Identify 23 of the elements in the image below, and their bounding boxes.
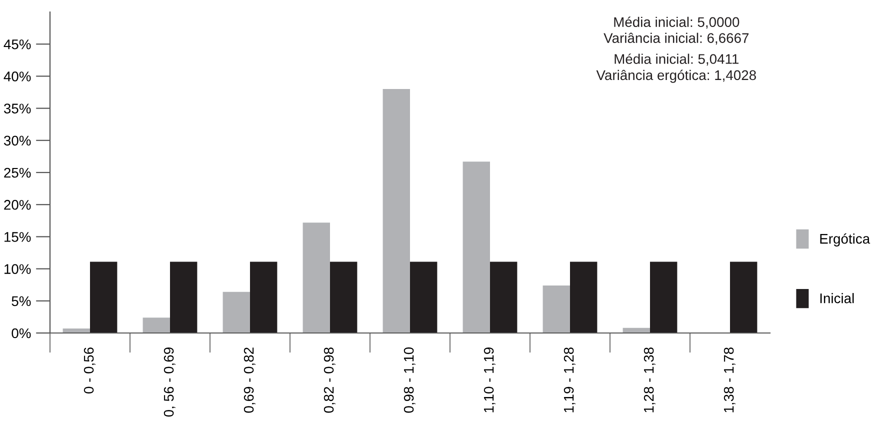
annotation: Média inicial: 5,0000 Variância inicial: 6,6667 xyxy=(604,16,749,45)
y-tick-label: 10% xyxy=(4,264,31,274)
x-tick-label: 1,28 - 1,38 xyxy=(644,347,656,412)
x-tick-label: 0,98 - 1,10 xyxy=(404,347,416,413)
x-tick-label: 0,82 - 0,98 xyxy=(324,347,336,413)
x-tick-label: 0,69 - 0,82 xyxy=(244,348,256,413)
y-tick-label: 15% xyxy=(4,232,31,242)
x-tick-label: 1,38 - 1,78 xyxy=(724,347,736,412)
legend-label: Inicial xyxy=(820,293,854,304)
y-tick-label: 5% xyxy=(12,296,31,306)
y-tick-label: 25% xyxy=(4,168,31,178)
y-tick-label: 20% xyxy=(4,200,31,210)
y-tick-label: 0% xyxy=(12,328,31,338)
y-tick-label: 30% xyxy=(4,136,31,146)
y-tick-label: 45% xyxy=(4,39,31,50)
x-tick-label: 1,10 - 1,19 xyxy=(484,348,496,412)
annotation: Média inicial: 5,0411 Variância ergótica: 1,4028 xyxy=(596,54,756,83)
legend-label: Ergótica xyxy=(820,233,870,246)
x-tick-label: 1,19 - 1,28 xyxy=(564,347,576,412)
y-tick-label: 40% xyxy=(4,72,31,82)
x-tick-label: 0 - 0,56 xyxy=(84,347,96,394)
y-tick-label: 35% xyxy=(4,104,31,114)
x-tick-label: 0, 56 - 0,69 xyxy=(164,348,176,417)
